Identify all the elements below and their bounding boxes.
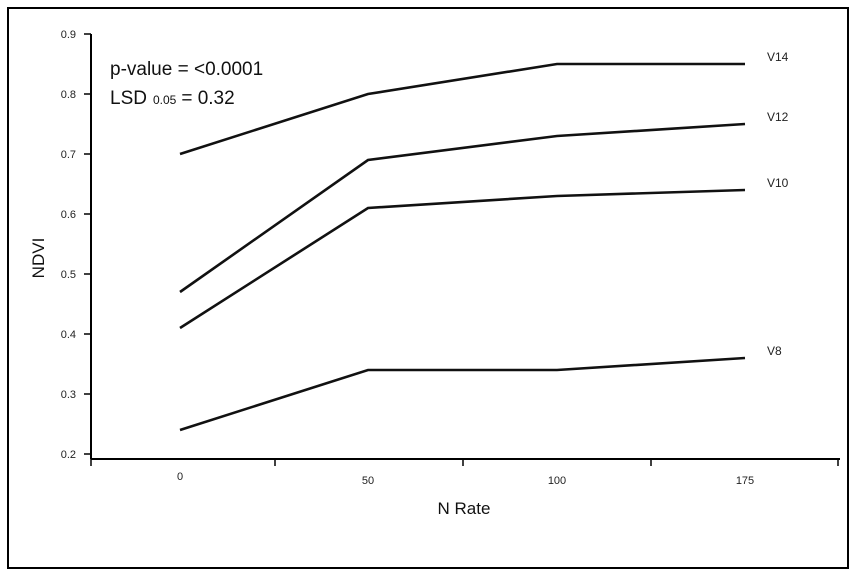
series-label-v10: V10	[767, 176, 789, 190]
lsd-subscript: 0.05	[153, 93, 177, 107]
p-value-annotation: p-value = <0.0001	[110, 59, 263, 80]
x-tick-label: 50	[362, 475, 374, 487]
chart-frame	[7, 7, 849, 569]
y-axis-ticks: 0.2 0.3 0.4 0.5 0.6 0.7 0.8 0.9	[61, 29, 91, 461]
series-line-v14	[179, 62, 745, 156]
x-tick-label: 175	[736, 475, 754, 487]
y-tick-label: 0.5	[61, 269, 76, 281]
series-lines	[179, 62, 746, 432]
x-axis-ticks: 0 50 100 175	[90, 459, 839, 487]
y-tick-label: 0.9	[61, 29, 76, 41]
y-tick-label: 0.3	[61, 389, 76, 401]
y-tick-label: 0.4	[61, 329, 76, 341]
lsd-value: = 0.32	[181, 88, 234, 109]
series-label-v8: V8	[767, 344, 782, 358]
lsd-annotation: LSD 0.05 = 0.32	[110, 88, 235, 109]
series-line-v12	[179, 122, 746, 294]
series-labels: V14 V12 V10 V8	[767, 50, 789, 358]
series-line-v8	[179, 356, 746, 432]
x-tick-label: 100	[548, 475, 566, 487]
series-label-v12: V12	[767, 110, 789, 124]
x-tick-label: 0	[177, 471, 183, 483]
series-line-v10	[179, 188, 746, 330]
y-tick-label: 0.6	[61, 209, 76, 221]
y-tick-label: 0.8	[61, 89, 76, 101]
series-label-v14: V14	[767, 50, 789, 64]
x-axis-title: N Rate	[438, 499, 491, 518]
y-tick-label: 0.7	[61, 149, 76, 161]
lsd-prefix: LSD	[110, 88, 147, 109]
y-tick-label: 0.2	[61, 449, 76, 461]
y-axis-title: NDVI	[29, 238, 48, 279]
